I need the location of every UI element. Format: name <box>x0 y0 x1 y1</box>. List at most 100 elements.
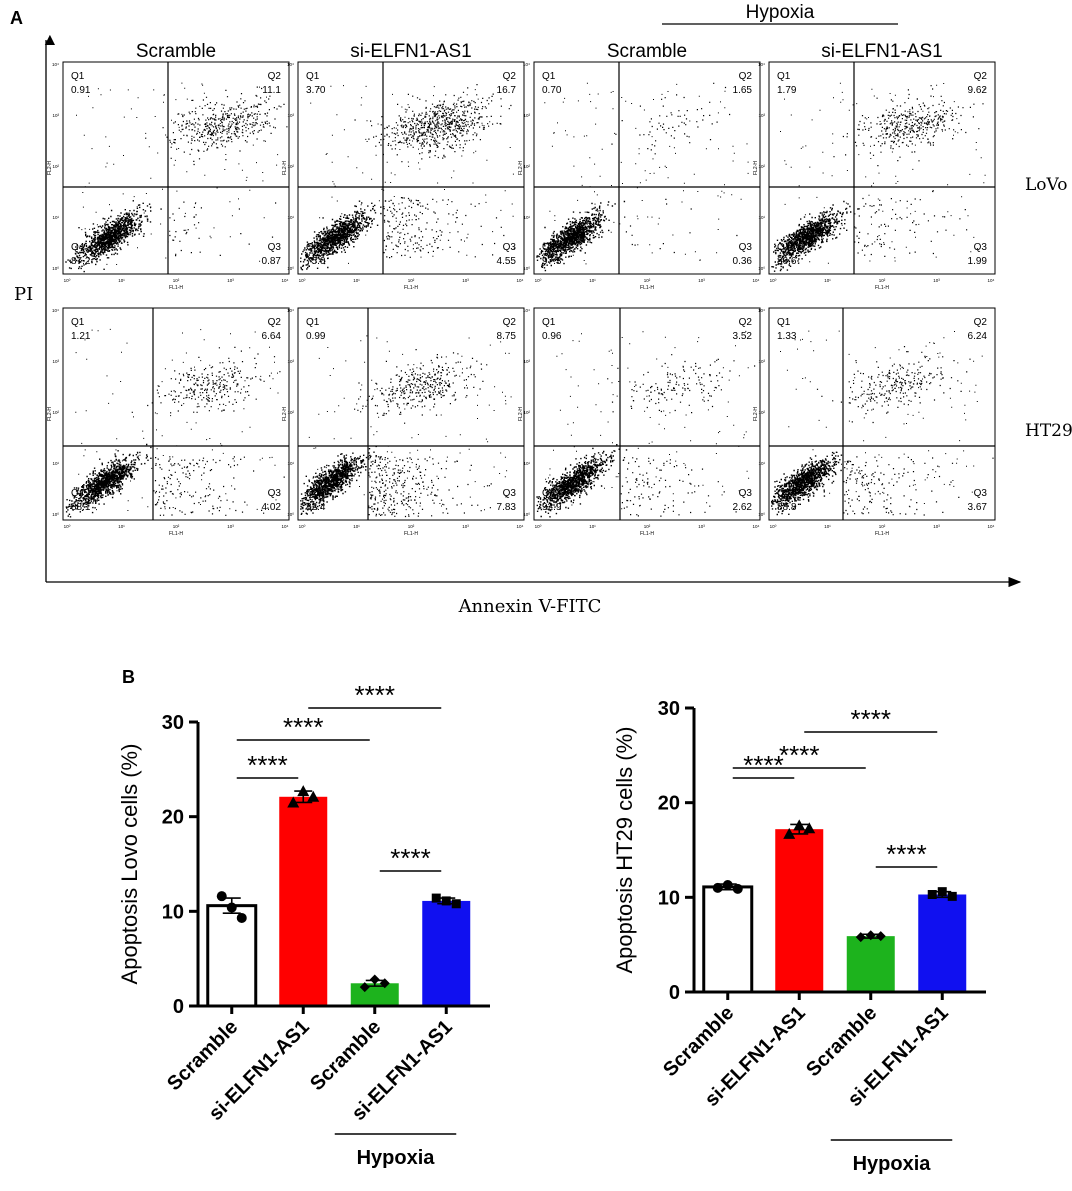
x-decade-tick: 10³ <box>227 524 234 529</box>
bar <box>846 936 895 992</box>
quadrant-name-q2: Q2 <box>268 71 282 82</box>
fl2-axis-label: FL2-H <box>518 161 524 175</box>
x-decade-tick: 10¹ <box>353 524 360 529</box>
quadrant-name-q2: Q2 <box>974 317 988 328</box>
data-point <box>379 978 390 989</box>
quadrant-value-q1: 1.21 <box>71 331 91 342</box>
quadrant-value-q1: 1.33 <box>777 331 797 342</box>
y-decade-tick: 10⁰ <box>758 266 765 271</box>
flow-plot: Q1 1.79 Q2 9.62 Q3 1.99 Q4 86.6 10⁰ 10⁰ 10¹ 10¹ 10² 1… <box>753 61 996 291</box>
y-tick-label: 20 <box>658 793 680 815</box>
quadrant-name-q1: Q1 <box>777 317 791 328</box>
y-decade-tick: 10³ <box>523 359 530 364</box>
y-tick-label: 10 <box>162 901 184 923</box>
y-tick-label: 30 <box>162 712 184 734</box>
quadrant-name-q4: Q4 <box>306 242 320 253</box>
y-decade-tick: 10³ <box>287 113 294 118</box>
fl1-axis-label: FL1-H <box>404 285 418 291</box>
quadrant-name-q2: Q2 <box>739 317 753 328</box>
y-tick-label: 30 <box>658 698 680 720</box>
y-decade-tick: 10⁴ <box>758 62 765 67</box>
data-point <box>947 891 957 901</box>
fl1-axis-label: FL1-H <box>640 285 654 291</box>
data-point <box>216 891 227 902</box>
y-decade-tick: 10¹ <box>52 461 59 466</box>
y-tick-label: 20 <box>162 807 184 829</box>
y-decade-tick: 10⁰ <box>523 266 530 271</box>
column-title: Scramble <box>136 41 216 62</box>
y-decade-tick: 10¹ <box>523 215 530 220</box>
data-point <box>712 882 723 893</box>
x-decade-tick: 10⁴ <box>753 524 760 529</box>
y-decade-tick: 10¹ <box>287 215 294 220</box>
quadrant-value-q4: 88.8 <box>777 502 797 513</box>
data-point <box>236 912 247 923</box>
quadrant-value-q1: 0.99 <box>306 331 326 342</box>
flow-row-labels: LoVo HT29 <box>1025 175 1072 441</box>
y-tick-label: 10 <box>658 887 680 909</box>
y-decade-tick: 10² <box>758 164 765 169</box>
data-point <box>783 827 796 839</box>
bar <box>775 829 824 992</box>
flow-scatter-dots <box>65 328 285 518</box>
fl1-axis-label: FL1-H <box>875 531 889 537</box>
data-point <box>927 889 937 899</box>
quadrant-value-q3: 4.55 <box>497 256 517 267</box>
flow-scatter-dots <box>300 335 512 518</box>
data-point <box>803 822 816 834</box>
data-point <box>793 819 806 831</box>
column-title: si-ELFN1-AS1 <box>821 41 942 62</box>
fl2-axis-label: FL2-H <box>518 407 524 421</box>
quadrant-value-q1: 0.91 <box>71 85 91 96</box>
bar-chart-ht29: 0102030Scramblesi-ELFN1-AS1Scramblesi-EL… <box>612 698 986 1175</box>
data-point <box>369 974 380 985</box>
quadrant-value-q4: 92.9 <box>542 502 562 513</box>
flow-scatter-dots <box>771 330 994 516</box>
bar <box>206 904 258 1008</box>
y-decade-tick: 10² <box>523 164 530 169</box>
y-tick-label: 0 <box>669 982 680 1004</box>
flow-plot: Q1 0.91 Q2 11.1 Q3 0.87 Q4 87.2 10⁰ 10⁰ 10¹ 10¹ 10² 1… <box>47 61 290 291</box>
bar-chart-lovo: 0102030Scramblesi-ELFN1-AS1Scramblesi-EL… <box>117 680 490 1169</box>
flow-scatter-dots <box>536 330 756 518</box>
y-decade-tick: 10² <box>287 410 294 415</box>
x-decade-tick: 10³ <box>698 524 705 529</box>
y-decade-tick: 10⁴ <box>758 308 765 313</box>
x-decade-tick: 10⁰ <box>770 524 777 529</box>
x-decade-tick: 10² <box>173 278 180 283</box>
quadrant-name-q4: Q4 <box>306 488 320 499</box>
row-label-lovo: LoVo <box>1025 175 1067 195</box>
y-decade-tick: 10¹ <box>758 215 765 220</box>
quadrant-name-q3: Q3 <box>503 488 517 499</box>
quadrant-value-q4: 88.1 <box>71 502 91 513</box>
x-decade-tick: 10³ <box>462 524 469 529</box>
data-point <box>226 902 237 913</box>
y-decade-tick: 10⁴ <box>287 308 294 313</box>
x-decade-tick: 10¹ <box>118 524 125 529</box>
quadrant-name-q4: Q4 <box>542 242 556 253</box>
data-point <box>875 931 886 942</box>
hypoxia-group-label: Hypoxia <box>853 1153 932 1175</box>
quadrant-name-q3: Q3 <box>268 488 282 499</box>
flow-plot: Q1 3.70 Q2 16.7 Q3 4.55 Q4 75.0 10⁰ 10⁰ 10¹ 10¹ 10² 1… <box>282 61 525 291</box>
quadrant-value-q4: 97.3 <box>542 256 562 267</box>
x-decade-tick: 10¹ <box>118 278 125 283</box>
panel-a-label: A <box>10 8 23 28</box>
x-decade-tick: 10² <box>408 524 415 529</box>
data-point <box>451 899 461 909</box>
quadrant-name-q4: Q4 <box>71 488 85 499</box>
y-decade-tick: 10¹ <box>523 461 530 466</box>
fl2-axis-label: FL2-H <box>47 161 53 175</box>
bar <box>918 894 967 992</box>
quadrant-value-q1: 3.70 <box>306 85 326 96</box>
x-decade-tick: 10⁰ <box>64 278 71 283</box>
row-label-ht29: HT29 <box>1025 421 1072 441</box>
x-decade-tick: 10⁴ <box>517 524 524 529</box>
quadrant-value-q3: 1.99 <box>968 256 988 267</box>
quadrant-value-q3: 2.62 <box>733 502 753 513</box>
quadrant-value-q1: 0.96 <box>542 331 562 342</box>
fl1-axis-label: FL1-H <box>169 531 183 537</box>
pi-axis-label: PI <box>14 284 33 305</box>
quadrant-name-q1: Q1 <box>71 71 85 82</box>
x-decade-tick: 10¹ <box>589 278 596 283</box>
